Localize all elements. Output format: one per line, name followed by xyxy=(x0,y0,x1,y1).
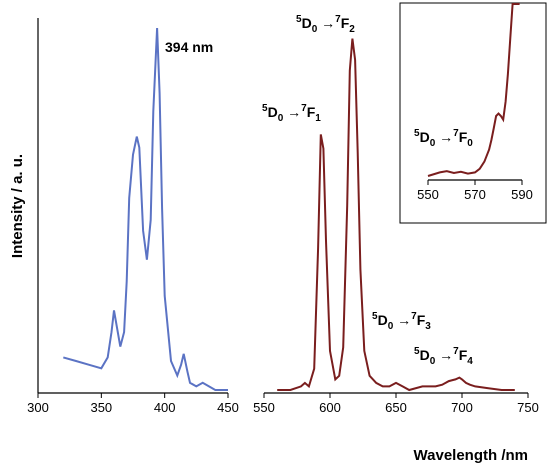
annotation-394nm: 394 nm xyxy=(165,39,213,55)
inset-emission-line xyxy=(427,3,520,177)
inset-chart: 550 570 590 5D0 →7F0 xyxy=(399,2,547,224)
annotation-5d0-7f3: 5D0 →7F3 xyxy=(372,311,431,332)
x-tick-label: 350 xyxy=(90,400,112,415)
x-tick-label: 550 xyxy=(253,400,275,415)
x-tick-label: 600 xyxy=(319,400,341,415)
annotation-5d0-7f4: 5D0 →7F4 xyxy=(414,346,473,367)
emission-spectrum-line xyxy=(277,38,515,392)
x-tick-label: 300 xyxy=(27,400,49,415)
inset-frame xyxy=(399,2,547,224)
x-tick-label: 750 xyxy=(517,400,539,415)
x-tick-label: 450 xyxy=(217,400,239,415)
excitation-spectrum-line xyxy=(63,27,228,391)
x-ticks-excitation: 300 350 400 450 xyxy=(27,393,239,415)
x-tick-label: 650 xyxy=(385,400,407,415)
x-tick-label: 550 xyxy=(417,187,439,202)
x-axis-title: Wavelength /nm xyxy=(414,447,528,464)
annotation-5d0-7f0: 5D0 →7F0 xyxy=(414,128,473,149)
x-tick-label: 700 xyxy=(451,400,473,415)
inset-x-ticks: 550 570 590 xyxy=(417,180,533,202)
x-ticks-emission: 550 600 650 700 750 xyxy=(253,393,539,415)
annotation-5d0-7f2: 5D0 →7F2 xyxy=(296,14,355,35)
x-tick-label: 570 xyxy=(464,187,486,202)
x-tick-label: 400 xyxy=(154,400,176,415)
y-axis-title: Intensity / a. u. xyxy=(9,154,26,258)
annotation-5d0-7f1: 5D0 →7F1 xyxy=(262,103,321,124)
x-tick-label: 590 xyxy=(511,187,533,202)
